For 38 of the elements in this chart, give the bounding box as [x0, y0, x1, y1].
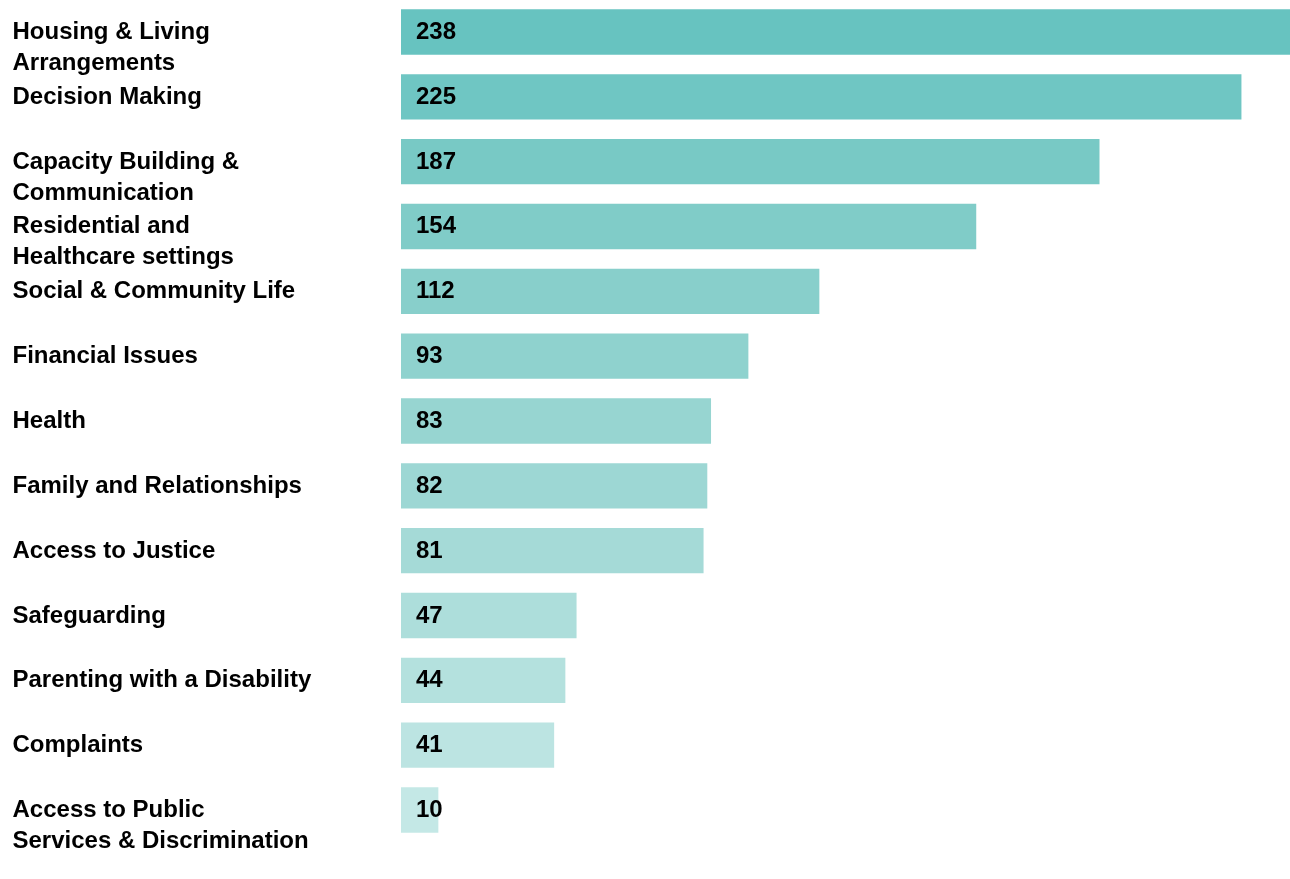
data-label: 93	[416, 341, 443, 369]
bar	[401, 592, 577, 639]
data-label: 82	[416, 470, 443, 498]
data-label: 83	[416, 406, 443, 433]
y-tick-label: Parenting with a Disability	[12, 665, 312, 693]
bar	[401, 398, 712, 444]
data-label: 154	[416, 211, 457, 239]
data-label: 41	[416, 730, 443, 758]
data-label: 10	[416, 795, 443, 823]
bar	[401, 268, 820, 315]
bar	[401, 722, 555, 768]
y-tick-label: Complaints	[12, 730, 144, 758]
bar	[401, 9, 1290, 55]
y-tick-label: Capacity Building & Communication	[12, 146, 240, 205]
bar	[401, 333, 749, 379]
y-tick-label: Social & Community Life	[12, 276, 296, 304]
y-tick-label: Family and Relationships	[12, 470, 302, 498]
y-tick-label: Housing & Living Arrangements	[12, 16, 210, 75]
y-tick-label: Health	[12, 406, 86, 433]
bar	[401, 203, 977, 250]
y-tick-label: Access to Public Services & Discrimination	[12, 795, 309, 854]
data-label: 225	[416, 81, 457, 109]
y-tick-label: Safeguarding	[12, 600, 166, 628]
y-tick-label: Residential and Healthcare settings	[12, 211, 234, 270]
bar	[401, 657, 566, 704]
data-label: 187	[416, 146, 457, 174]
data-label: 81	[416, 535, 443, 563]
y-tick-label: Decision Making	[12, 81, 202, 109]
bar	[401, 138, 1100, 185]
bar	[401, 74, 1242, 120]
y-tick-label: Financial Issues	[12, 341, 198, 369]
y-tick-label: Access to Justice	[12, 535, 216, 563]
data-label: 238	[416, 16, 457, 44]
data-label: 47	[416, 600, 443, 628]
bar	[401, 527, 704, 574]
data-label: 112	[416, 276, 455, 304]
bar	[401, 463, 708, 509]
data-label: 44	[416, 665, 444, 693]
